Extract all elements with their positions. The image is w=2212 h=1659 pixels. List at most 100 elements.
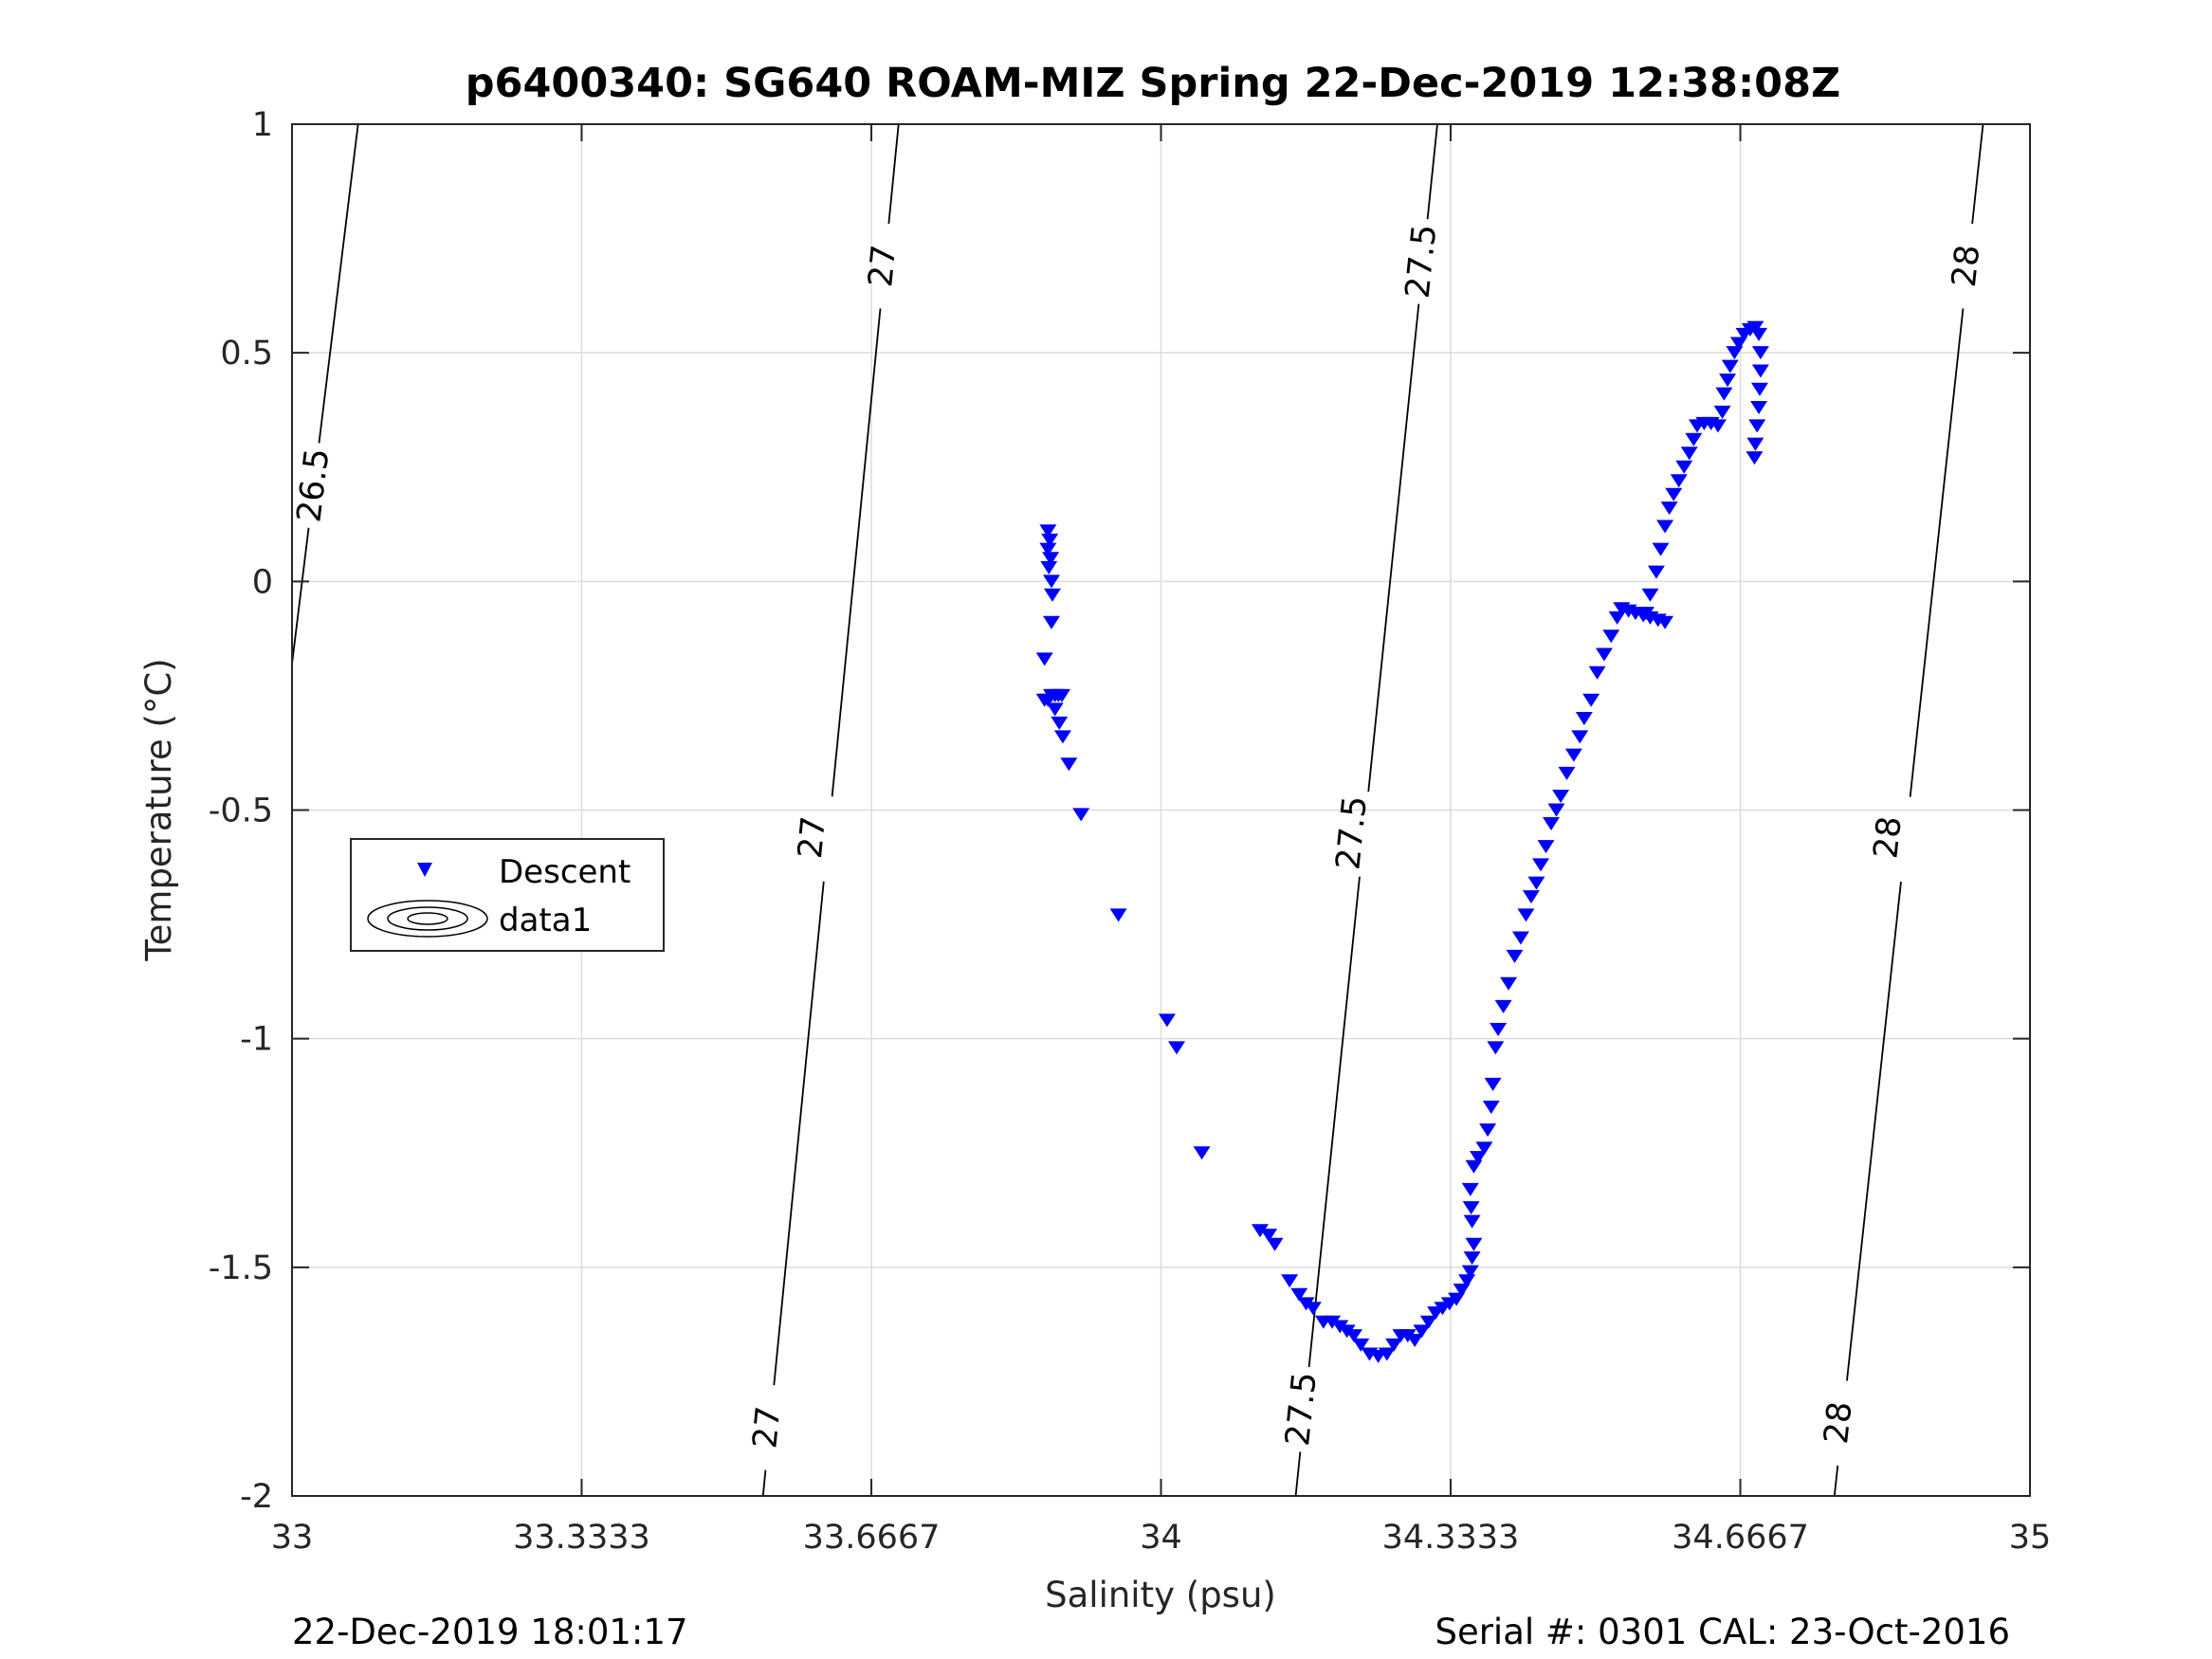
descent-point (1527, 876, 1545, 890)
descent-point (1660, 501, 1678, 516)
x-tick-label: 33.6667 (803, 1519, 941, 1557)
descent-point (1046, 702, 1064, 717)
descent-point (1522, 890, 1540, 904)
footer-serial-calibration: Serial #: 0301 CAL: 23-Oct-2016 (1435, 1612, 2010, 1652)
descent-point (1051, 716, 1069, 730)
x-tick-label: 33 (271, 1519, 314, 1557)
descent-point (1470, 1151, 1488, 1165)
isopycnal-line-segment (291, 527, 310, 665)
descent-point (1685, 432, 1703, 447)
y-axis-label: Temperature (°C) (138, 658, 179, 961)
descent-point (1652, 542, 1670, 556)
descent-point (1413, 1324, 1431, 1339)
isopycnal-line-segment (1909, 308, 1965, 797)
descent-point (1680, 447, 1698, 461)
isopycnal-line-segment (887, 123, 900, 224)
descent-point (1039, 542, 1057, 556)
isopycnal-line-segment (1833, 1465, 1839, 1497)
isopycnal-line-segment (773, 881, 825, 1386)
descent-point (1053, 688, 1071, 702)
descent-point (1543, 816, 1561, 830)
descent-point (1564, 748, 1582, 762)
legend-descent-label: Descent (499, 853, 631, 891)
descent-point (1494, 999, 1512, 1013)
descent-point (1352, 1338, 1370, 1352)
descent-point (1595, 647, 1613, 662)
descent-point (1448, 1292, 1466, 1306)
chart-title: p6400340: SG640 ROAM-MIZ Spring 22-Dec-2… (466, 60, 1840, 107)
descent-point (1461, 1265, 1479, 1279)
descent-point (1751, 364, 1769, 378)
descent-point (1641, 588, 1659, 602)
descent-point (1532, 858, 1550, 872)
descent-point (1750, 401, 1768, 415)
descent-point (1602, 629, 1620, 644)
x-axis-label: Salinity (psu) (1045, 1575, 1276, 1615)
isopycnal-label: 27.5 (1399, 223, 1445, 301)
y-tick-label: -1.5 (209, 1249, 273, 1287)
descent-point (1571, 730, 1589, 744)
x-tick-label: 34.6667 (1672, 1519, 1809, 1557)
legend-contour-icon (367, 900, 488, 938)
isopycnal-label: 28 (1818, 1400, 1860, 1447)
y-tick-label: 0.5 (220, 335, 273, 373)
descent-point (1709, 419, 1727, 433)
descent-point (1715, 387, 1733, 401)
descent-point (1461, 1182, 1479, 1196)
descent-point (1748, 419, 1766, 433)
descent-point (1324, 1315, 1342, 1329)
isopycnal-contours: 26.5 27 27 27 27.5 27.5 27.5 28 28 28 (290, 123, 1987, 1497)
descent-point (1665, 487, 1683, 501)
descent-point (1582, 693, 1600, 707)
isopycnal-line-segment (1294, 1451, 1302, 1497)
y-tick-label: 0 (252, 563, 273, 601)
descent-point (1406, 1334, 1424, 1348)
descent-point (1053, 730, 1071, 744)
legend-data1-label: data1 (499, 902, 592, 939)
descent-point (1290, 1287, 1308, 1302)
descent-point (1042, 552, 1060, 566)
descent-point (1453, 1283, 1471, 1297)
footer-timestamp: 22-Dec-2019 18:01:17 (292, 1612, 687, 1652)
isopycnal-line-segment (318, 123, 359, 444)
descent-point (1040, 560, 1058, 574)
descent-point (1547, 803, 1565, 817)
y-tick-label: -0.5 (209, 793, 273, 830)
descent-point (1675, 460, 1693, 474)
legend-descent-marker (417, 863, 432, 877)
descent-point (1463, 1214, 1481, 1229)
descent-point (1344, 1329, 1362, 1343)
descent-point (1721, 359, 1739, 374)
descent-point (1060, 757, 1078, 772)
descent-point (1167, 1041, 1185, 1055)
descent-point (1385, 1338, 1403, 1352)
y-tick-label: -2 (240, 1478, 273, 1516)
descent-point (1517, 908, 1535, 922)
descent-point (1588, 665, 1606, 680)
descent-point (1039, 524, 1057, 538)
descent-markers (1035, 320, 1769, 1363)
isopycnal-label: 26.5 (290, 447, 337, 524)
descent-point (1750, 327, 1768, 341)
descent-point (1251, 1224, 1269, 1238)
descent-point (1751, 346, 1769, 360)
isopycnal-line-segment (1846, 882, 1902, 1381)
descent-point (1043, 574, 1061, 589)
descent-point (1465, 1237, 1483, 1251)
isopycnal-label: 27 (792, 814, 833, 860)
descent-point (1656, 615, 1674, 629)
descent-point (1043, 588, 1061, 602)
descent-point (1746, 451, 1764, 465)
descent-point (1746, 437, 1764, 451)
isopycnal-line-segment (1971, 123, 1984, 225)
descent-point (1419, 1315, 1437, 1329)
grid-lines (292, 124, 2030, 1496)
descent-point (1475, 1141, 1493, 1156)
descent-point (1482, 1101, 1500, 1115)
isopycnal-label: 27.5 (1279, 1371, 1325, 1449)
descent-point (1458, 1274, 1476, 1288)
descent-point (1552, 790, 1570, 804)
descent-point (1378, 1347, 1396, 1361)
descent-point (1500, 976, 1518, 991)
